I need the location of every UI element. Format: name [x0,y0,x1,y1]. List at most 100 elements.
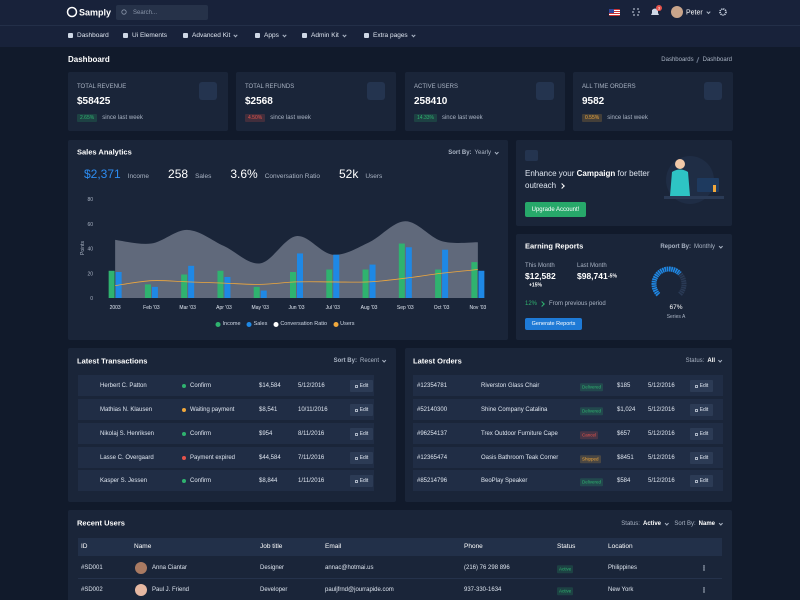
date: 8/11/2016 [298,431,325,437]
nav-item[interactable]: Ui Elements [132,32,167,40]
edit-label: Edit [359,431,369,437]
cell: (216) 76 298 896 [464,565,510,571]
product-name: Oasis Bathroom Teak Corner [481,455,559,461]
page-title: Dashboard [68,55,110,64]
period-value: 12% [525,301,538,307]
summary-value: 258 [168,167,189,181]
edit-icon [694,408,698,412]
x-tick-label: Nov '03 [469,305,486,311]
cell: 937-330-1634 [464,587,502,593]
edit-icon [694,432,698,436]
upgrade-button[interactable]: Upgrade Account! [525,202,586,217]
customer-name: Mathias N. Klausen [100,407,153,413]
nav-item[interactable]: Admin Kit [311,31,347,40]
sort-dropdown[interactable]: Sort By: Recent [334,357,387,364]
search-box[interactable] [116,5,208,20]
cell: annac@hotmai.us [325,565,374,571]
stat-note: since last week [441,115,483,121]
edit-button[interactable]: Edit [350,428,373,440]
nav-item[interactable]: Extra pages [373,31,416,40]
user-menu[interactable]: Peter [686,9,711,16]
nav-icon [302,33,307,38]
stat-card [405,72,565,131]
edit-button[interactable]: Edit [350,475,373,487]
edit-button[interactable]: Edit [350,380,373,392]
table-row [413,423,723,444]
dropdown-value: Yearly [474,150,491,156]
nav-label: Extra pages [373,31,408,39]
amount: $14,584 [259,383,281,389]
edit-button[interactable]: Edit [690,475,713,487]
column-header: ID [81,542,88,550]
sort-dropdown[interactable]: Sort By: Name [674,520,723,527]
nav-item[interactable]: Advanced Kit [192,32,238,40]
edit-button[interactable]: Edit [350,404,373,416]
edit-button[interactable]: Edit [690,452,713,464]
edit-label: Edit [359,407,369,413]
breadcrumb-item: Dashboards [661,57,694,63]
card-title: Earning Reports [525,241,584,251]
metric-label: This Month [525,263,555,269]
amount: $657 [617,431,631,437]
edit-icon [694,479,698,483]
date: 5/12/2016 [648,431,675,437]
edit-button[interactable]: Edit [690,380,713,392]
stat-change: 2.65% since last week [77,114,143,122]
more-icon [703,589,705,591]
edit-label: Edit [359,383,369,389]
bar [290,272,296,298]
change-badge: 0.55% [582,114,603,122]
summary-label: Conversation Ratio [264,173,320,180]
stat-label: ACTIVE USERS [414,84,459,90]
status-dot [182,456,186,460]
sort-dropdown[interactable]: Sort By: Yearly [448,149,499,156]
flag-icon[interactable] [609,9,620,16]
summary-item: $2,371 Income [84,167,149,181]
edit-button[interactable]: Edit [350,452,373,464]
card-title: Recent Users [77,518,125,528]
generate-button[interactable]: Generate Reports [525,318,582,330]
gauge-series: Series A [667,314,686,320]
user-name: Anna Ciantar [152,565,188,571]
status: Confirm [190,478,212,484]
card-title: Latest Orders [413,356,462,366]
nav-item[interactable]: Apps [264,32,287,40]
edit-button[interactable]: Edit [690,428,713,440]
more-icon [703,569,705,571]
table-row [413,399,723,420]
cell: Designer [260,565,285,571]
stat-note: since last week [102,115,143,121]
amount: $1,024 [617,407,636,413]
ill-body [670,169,690,196]
x-tick-label: Oct '03 [434,305,450,311]
card-title: Sales Analytics [77,147,132,157]
table-row [78,375,374,396]
dropdown-value: All [707,358,715,364]
campaign-text-part: Campaign [576,169,616,178]
dropdown-value: Recent [359,358,379,364]
table-row [78,423,374,444]
bar [369,264,376,298]
report-dropdown[interactable]: Report By: Monthly [660,243,723,250]
more-icon [703,565,705,567]
stat-label: ALL TIME ORDERS [582,84,636,90]
more-icon [703,587,705,589]
dropdown-label: Sort By: [674,521,696,527]
table-row [413,447,723,468]
edit-label: Edit [699,407,709,413]
date: 5/12/2016 [648,455,675,461]
stat-label: TOTAL REFUNDS [245,84,295,90]
status-dropdown[interactable]: Status: Active [621,520,669,527]
order-badge: Shipped [580,455,601,463]
nav-label: Admin Kit [311,31,339,39]
nav-item[interactable]: Dashboard [77,32,109,40]
bar [478,270,485,298]
area [115,221,478,298]
breadcrumb: Dashboards Dashboard [661,57,732,63]
bar [297,253,303,298]
customer-name: Lasse C. Overgaard [100,455,154,461]
edit-button[interactable]: Edit [690,404,713,416]
status-dropdown[interactable]: Status: All [686,357,723,364]
table-row [413,470,723,491]
